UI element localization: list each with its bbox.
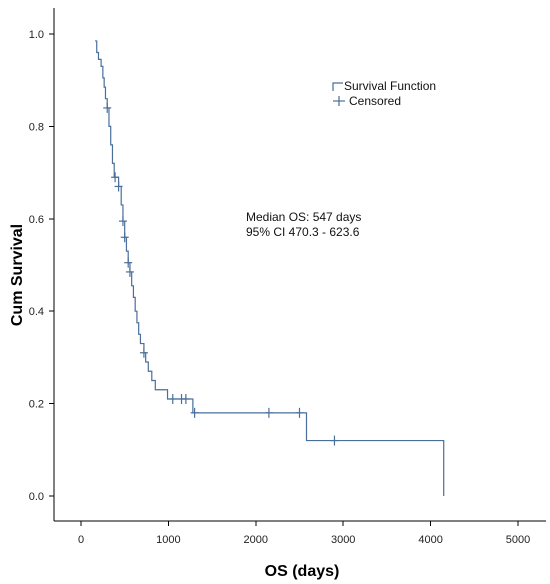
x-tick-label: 3000 bbox=[331, 534, 355, 546]
y-tick-label: 0.6 bbox=[29, 214, 44, 226]
censored-marker bbox=[114, 181, 123, 192]
censored-marker bbox=[181, 393, 190, 404]
annotation-ci: 95% CI 470.3 - 623.6 bbox=[246, 225, 360, 239]
survival-layer bbox=[94, 40, 445, 496]
censored-marker bbox=[264, 407, 273, 418]
censor-layer bbox=[103, 102, 339, 446]
y-ticks: 0.0 0.2 0.4 0.6 0.8 1.0 bbox=[29, 29, 54, 503]
censored-marker bbox=[111, 172, 120, 183]
annotation: Median OS: 547 days 95% CI 470.3 - 623.6 bbox=[246, 210, 361, 239]
x-ticks: 0 1000 2000 3000 4000 5000 bbox=[78, 521, 530, 546]
x-tick-label: 1000 bbox=[156, 534, 180, 546]
y-tick-label: 1.0 bbox=[29, 29, 44, 41]
legend-censor-label: Censored bbox=[349, 94, 401, 108]
censored-marker bbox=[125, 266, 134, 277]
legend-censor-icon bbox=[333, 96, 345, 106]
censored-marker bbox=[103, 102, 112, 113]
y-tick-label: 0.8 bbox=[29, 121, 44, 133]
censored-marker bbox=[330, 435, 339, 446]
annotation-median: Median OS: 547 days bbox=[246, 210, 361, 224]
censored-marker bbox=[124, 257, 133, 268]
censored-marker bbox=[190, 407, 199, 418]
x-axis-title: OS (days) bbox=[265, 563, 340, 580]
censored-marker bbox=[118, 216, 127, 227]
censored-marker bbox=[168, 393, 177, 404]
censored-marker bbox=[139, 347, 148, 358]
x-tick-label: 0 bbox=[78, 534, 84, 546]
axes-layer bbox=[53, 8, 546, 522]
legend-survival-label: Survival Function bbox=[344, 79, 436, 93]
x-tick-label: 5000 bbox=[506, 534, 530, 546]
censored-marker bbox=[295, 407, 304, 418]
x-tick-label: 4000 bbox=[418, 534, 442, 546]
y-tick-label: 0.0 bbox=[29, 491, 44, 503]
y-tick-label: 0.4 bbox=[29, 306, 44, 318]
x-tick-label: 2000 bbox=[244, 534, 268, 546]
y-axis-title: Cum Survival bbox=[9, 224, 26, 326]
legend-survival-icon bbox=[332, 82, 343, 91]
y-tick-label: 0.2 bbox=[29, 399, 44, 411]
survival-step-line bbox=[94, 40, 445, 496]
censored-marker bbox=[120, 232, 129, 243]
legend: Survival Function Censored bbox=[332, 79, 436, 108]
